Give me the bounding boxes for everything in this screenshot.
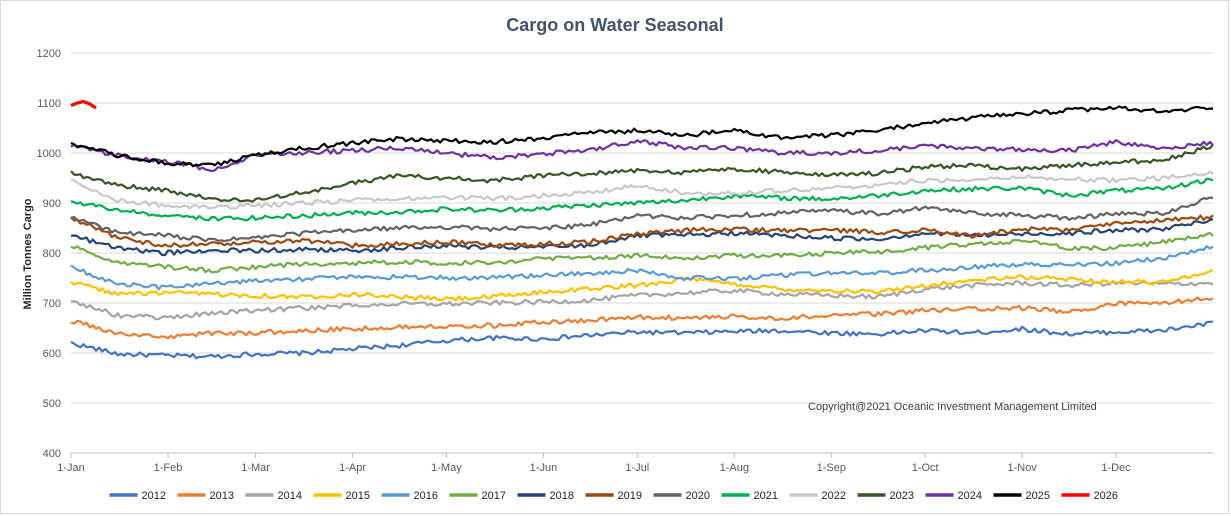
y-tick-label: 700 (43, 298, 61, 310)
series-line-2016 (70, 245, 1214, 291)
legend-label: 2023 (890, 490, 914, 502)
y-tick-label: 800 (43, 248, 61, 260)
legend-label: 2019 (618, 490, 642, 502)
legend-item-2023: 2023 (857, 490, 914, 502)
legend-label: 2022 (822, 490, 846, 502)
x-tick-label: 1-Jun (530, 462, 558, 474)
y-tick-label: 500 (43, 398, 61, 410)
legend-label: 2020 (686, 490, 710, 502)
legend-item-2015: 2015 (313, 490, 370, 502)
series-line-2014 (70, 279, 1214, 321)
x-tick-label: 1-Feb (154, 462, 183, 474)
legend-item-2022: 2022 (789, 490, 846, 502)
chart-title: Cargo on Water Seasonal (506, 15, 723, 35)
x-tick-label: 1-Jul (625, 462, 649, 474)
y-axis-label: Million Tonnes Cargo (22, 198, 34, 309)
y-tick-label: 900 (43, 198, 61, 210)
legend-label: 2015 (346, 490, 370, 502)
x-tick-label: 1-Sep (817, 462, 846, 474)
copyright-annotation: Copyright@2021 Oceanic Investment Manage… (808, 401, 1097, 413)
legend-item-2012: 2012 (109, 490, 166, 502)
series-line-2013 (70, 296, 1214, 340)
x-tick-label: 1-Dec (1101, 462, 1131, 474)
x-tick-label: 1-May (431, 462, 462, 474)
x-tick-label: 1-Apr (339, 462, 366, 474)
legend-item-2016: 2016 (381, 490, 438, 502)
y-tick-label: 600 (43, 348, 61, 360)
x-tick-label: 1-Nov (1007, 462, 1037, 474)
series-line-2020 (70, 196, 1214, 243)
legend-item-2013: 2013 (177, 490, 234, 502)
y-axis-ticks: 400 500 600 700 800 900 1000 1100 1200 (37, 48, 61, 460)
legend-label: 2025 (1026, 490, 1050, 502)
x-tick-label: 1-Aug (720, 462, 749, 474)
series-line-2023 (70, 143, 1214, 203)
legend-label: 2017 (482, 490, 506, 502)
series-line-2025 (70, 105, 1213, 168)
legend-item-2018: 2018 (517, 490, 574, 502)
legend-label: 2012 (142, 490, 166, 502)
x-tick-label: 1-Jan (57, 462, 85, 474)
legend-item-2020: 2020 (653, 490, 710, 502)
legend-item-2025: 2025 (993, 490, 1050, 502)
legend-label: 2018 (550, 490, 574, 502)
x-tick-label: 1-Oct (912, 462, 939, 474)
legend-label: 2024 (958, 490, 982, 502)
y-tick-label: 1100 (37, 98, 61, 110)
y-tick-label: 400 (43, 448, 61, 460)
legend-item-2026: 2026 (1061, 490, 1118, 502)
y-tick-label: 1200 (37, 48, 61, 60)
series-line-2017 (70, 231, 1214, 274)
legend-item-2014: 2014 (245, 490, 302, 502)
legend-item-2019: 2019 (585, 490, 642, 502)
series-line-2019 (70, 214, 1214, 249)
legend: 2012 2013 2014 2015 2016 2017 2018 2019 2020 2021… (109, 490, 1118, 502)
legend-label: 2026 (1094, 490, 1118, 502)
legend-label: 2014 (278, 490, 302, 502)
series-line-2026 (70, 99, 97, 110)
x-axis-ticks: 1-Jan 1-Feb 1-Mar 1-Apr 1-May 1-Jun 1-Jul 1-Aug… (57, 453, 1131, 474)
series-line-2021 (70, 177, 1214, 222)
y-tick-label: 1000 (37, 148, 61, 160)
legend-item-2021: 2021 (721, 490, 778, 502)
legend-item-2024: 2024 (925, 490, 982, 502)
legend-item-2017: 2017 (449, 490, 506, 502)
series-line-2012 (70, 320, 1214, 360)
series-line-2022 (70, 170, 1214, 210)
series-lines (70, 99, 1214, 360)
legend-label: 2016 (414, 490, 438, 502)
legend-label: 2013 (210, 490, 234, 502)
x-tick-label: 1-Mar (241, 462, 270, 474)
series-line-2015 (70, 268, 1214, 302)
legend-label: 2021 (754, 490, 778, 502)
